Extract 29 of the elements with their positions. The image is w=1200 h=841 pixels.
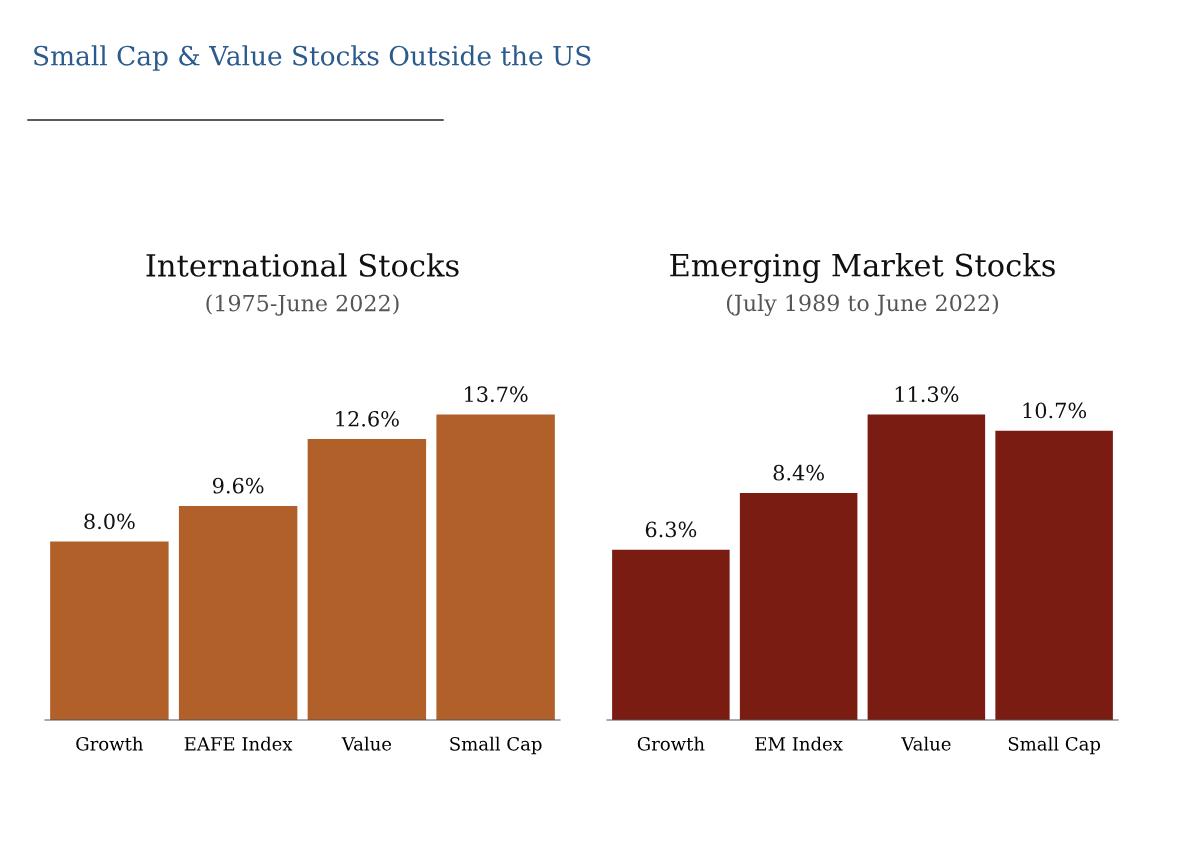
x-tick-label: Small Cap [1008,736,1101,755]
data-label: 12.6% [336,410,399,427]
text: Small Cap & Value Stocks Outside the US [34,45,591,71]
data-label: 8.4% [773,464,824,481]
chart-subtitle: (July 1989 to June 2022) [726,294,999,316]
x-tick-label: Value [901,736,951,751]
bar [739,492,858,720]
x-tick-label: Value [341,736,392,751]
data-label: 10.7% [1023,402,1087,419]
bar [436,414,555,720]
bar [867,414,986,720]
x-tick-label: Small Cap [450,736,542,755]
chart-title: Emerging Market Stocks [670,253,1055,283]
bar [307,439,427,720]
x-tick-label: Growth [76,736,143,751]
bar [50,541,169,720]
data-label: 8.0% [84,513,135,530]
data-label: 6.3% [645,521,697,538]
data-label: 11.3% [895,386,959,403]
bar [612,549,730,720]
bar [995,430,1113,720]
x-tick-label: EM Index [755,736,843,751]
data-label: 9.6% [212,477,264,494]
chart-subtitle: (1975-June 2022) [206,294,399,316]
x-tick-label: EAFE Index [184,736,293,751]
x-tick-label: Growth [637,736,705,751]
data-label: 13.7% [465,386,528,403]
bar [178,505,298,720]
chart-title: International Stocks [146,253,459,277]
